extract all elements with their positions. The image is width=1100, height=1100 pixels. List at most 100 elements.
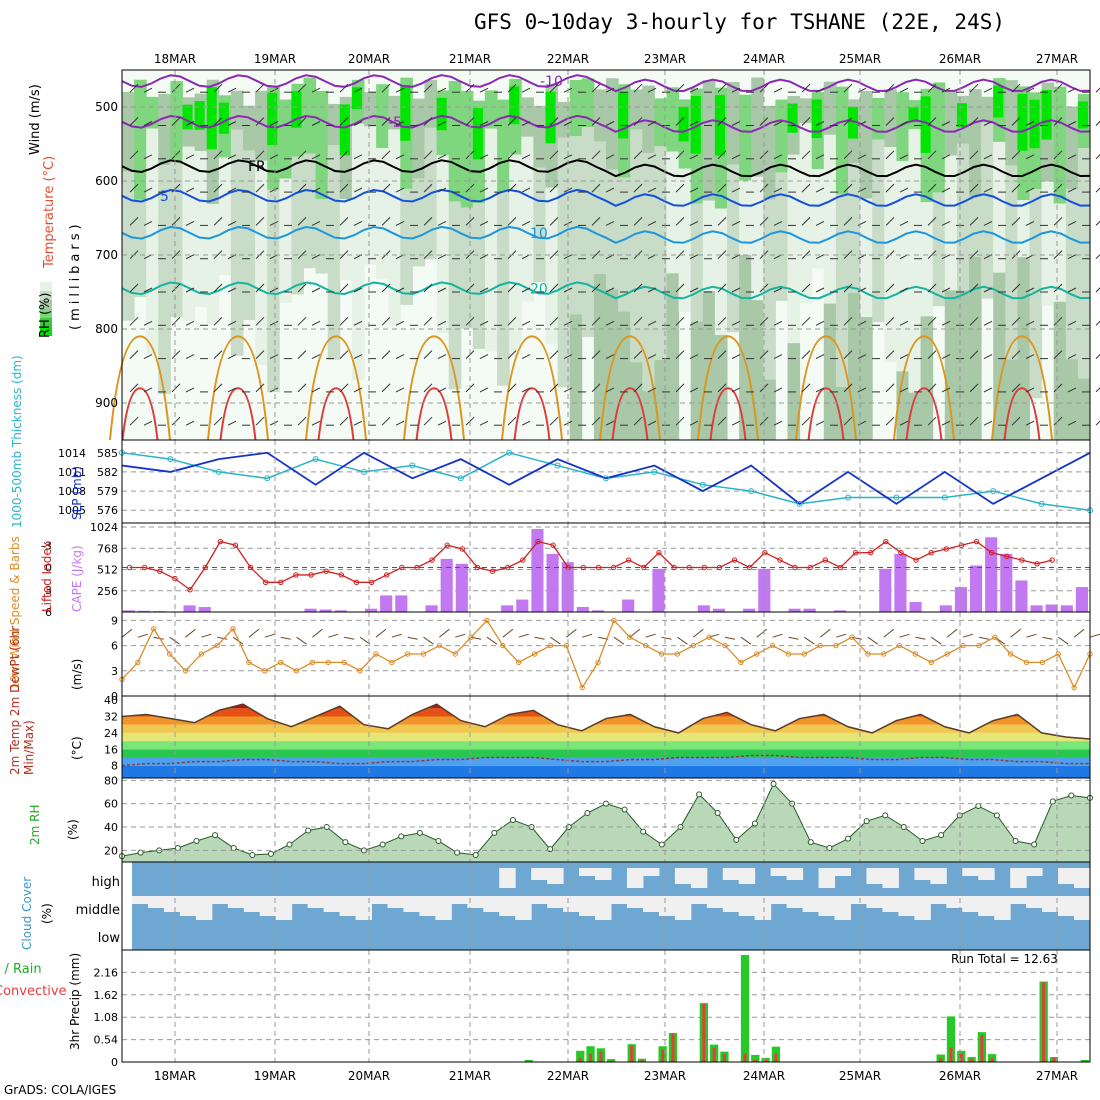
rh-2m-point: [714, 810, 721, 816]
wind-barb: [255, 350, 265, 359]
wind-barb: [689, 354, 699, 360]
wind-barb: [675, 416, 685, 426]
thickness-point: [312, 456, 319, 463]
wind-barb: [213, 283, 223, 293]
wind-barb: [521, 387, 531, 393]
lifted-index-point: [867, 549, 874, 556]
wind-barb: [311, 420, 321, 426]
rh-band-low: [751, 300, 764, 440]
wind-barb: [549, 316, 559, 326]
rh-band-upper: [533, 105, 546, 168]
lifted-index-point: [731, 557, 738, 563]
wind-barb: [563, 354, 573, 360]
cloud-clear-middle: [994, 896, 1011, 920]
rh-band-high: [267, 92, 278, 146]
wind-barb: [465, 117, 475, 126]
thickness-point: [651, 468, 658, 475]
wind-barb: [549, 383, 559, 393]
wind-barb: [1025, 220, 1035, 226]
rh-band-mid: [533, 167, 546, 283]
wind-barb: [717, 183, 727, 193]
wind-barb: [759, 350, 769, 359]
wind-barb: [437, 121, 447, 126]
precip-conv-bar: [609, 1060, 613, 1062]
panel-frame: [121, 949, 1091, 1063]
lifted-index-point: [550, 542, 556, 548]
wind-barb: [143, 420, 153, 426]
cloud-clear-middle: [595, 896, 612, 920]
wind10-barb: [978, 636, 990, 640]
thickness-point: [167, 456, 174, 463]
wind-barb: [521, 320, 531, 326]
wind-barb: [1095, 287, 1100, 293]
wind-barb: [437, 354, 447, 360]
cape-bar: [425, 605, 438, 612]
wind-barb: [605, 320, 615, 326]
wind-barb: [759, 117, 769, 126]
wind-barb: [269, 87, 279, 93]
rh-band-mid: [400, 188, 413, 305]
lifted-index-point: [716, 564, 723, 571]
wind-barb: [339, 383, 349, 393]
cloud-clear-middle: [674, 896, 692, 920]
wind-barb: [395, 187, 405, 193]
wind-barb: [129, 150, 139, 160]
wind10-barb: [486, 636, 498, 645]
precip-conv-bar: [970, 1058, 974, 1062]
rh-band-mid: [848, 163, 861, 293]
rh-band-high: [993, 85, 1004, 118]
precip-total-label: Total / Rain: [0, 962, 42, 977]
wind-barb: [311, 287, 321, 293]
cloud-clear-middle: [818, 896, 836, 916]
wind-barb: [297, 183, 307, 193]
cape-bar: [183, 605, 196, 612]
wind-barb: [227, 320, 237, 326]
temperature-contour-label: 5: [160, 189, 169, 205]
wind-speed-point: [801, 651, 808, 657]
wind-barb: [857, 121, 867, 126]
rh-band-mid: [485, 128, 498, 352]
wind10-barb: [121, 628, 133, 638]
upper-wind-label: Wind (m/s): [28, 84, 43, 155]
rh-band-mid: [606, 169, 619, 290]
wind-barb: [185, 220, 195, 226]
wind-barb: [591, 283, 601, 293]
wind-barb: [717, 350, 727, 359]
rh-band-upper: [521, 97, 534, 137]
wind-barb: [297, 217, 307, 226]
rh-band-upper: [981, 96, 994, 123]
wind-barb: [395, 420, 405, 426]
temperature-contour-warm: [415, 387, 453, 441]
lifted-index-point: [187, 587, 193, 593]
rh-band-upper: [158, 93, 171, 166]
cape-bar: [304, 608, 317, 612]
rh-2m-point: [751, 820, 758, 827]
wind-barb: [885, 117, 895, 126]
rh-band-low: [920, 316, 934, 440]
wind-barb: [605, 220, 615, 226]
lifted-label: Lifted Index: [40, 541, 54, 612]
wind-barb: [437, 420, 447, 426]
wind10-barb: [1073, 628, 1085, 638]
rh-band-mid: [351, 123, 365, 380]
wind-barb: [297, 316, 307, 326]
wind-barb: [717, 117, 727, 126]
wind-barb: [381, 117, 391, 126]
wind-barb: [647, 121, 657, 126]
wind-speed-point: [277, 659, 284, 666]
rh-band-low: [823, 303, 837, 440]
cloud-clear-high: [499, 868, 516, 888]
rh-2m-point: [975, 803, 982, 809]
wind-barb: [353, 354, 363, 360]
wind-barb: [423, 316, 433, 326]
precip-total-bar: [576, 1050, 585, 1062]
rh-2m-point: [696, 791, 703, 798]
rh-band-mid: [956, 143, 970, 291]
wind-barb: [941, 420, 951, 426]
precip-tick-label: 0: [111, 1056, 118, 1069]
rh-band-high: [908, 107, 919, 123]
cape-bar: [985, 537, 998, 612]
date-label-bottom: 25MAR: [839, 1069, 881, 1083]
wind-barb: [815, 154, 825, 160]
rh-band-mid: [291, 156, 304, 295]
